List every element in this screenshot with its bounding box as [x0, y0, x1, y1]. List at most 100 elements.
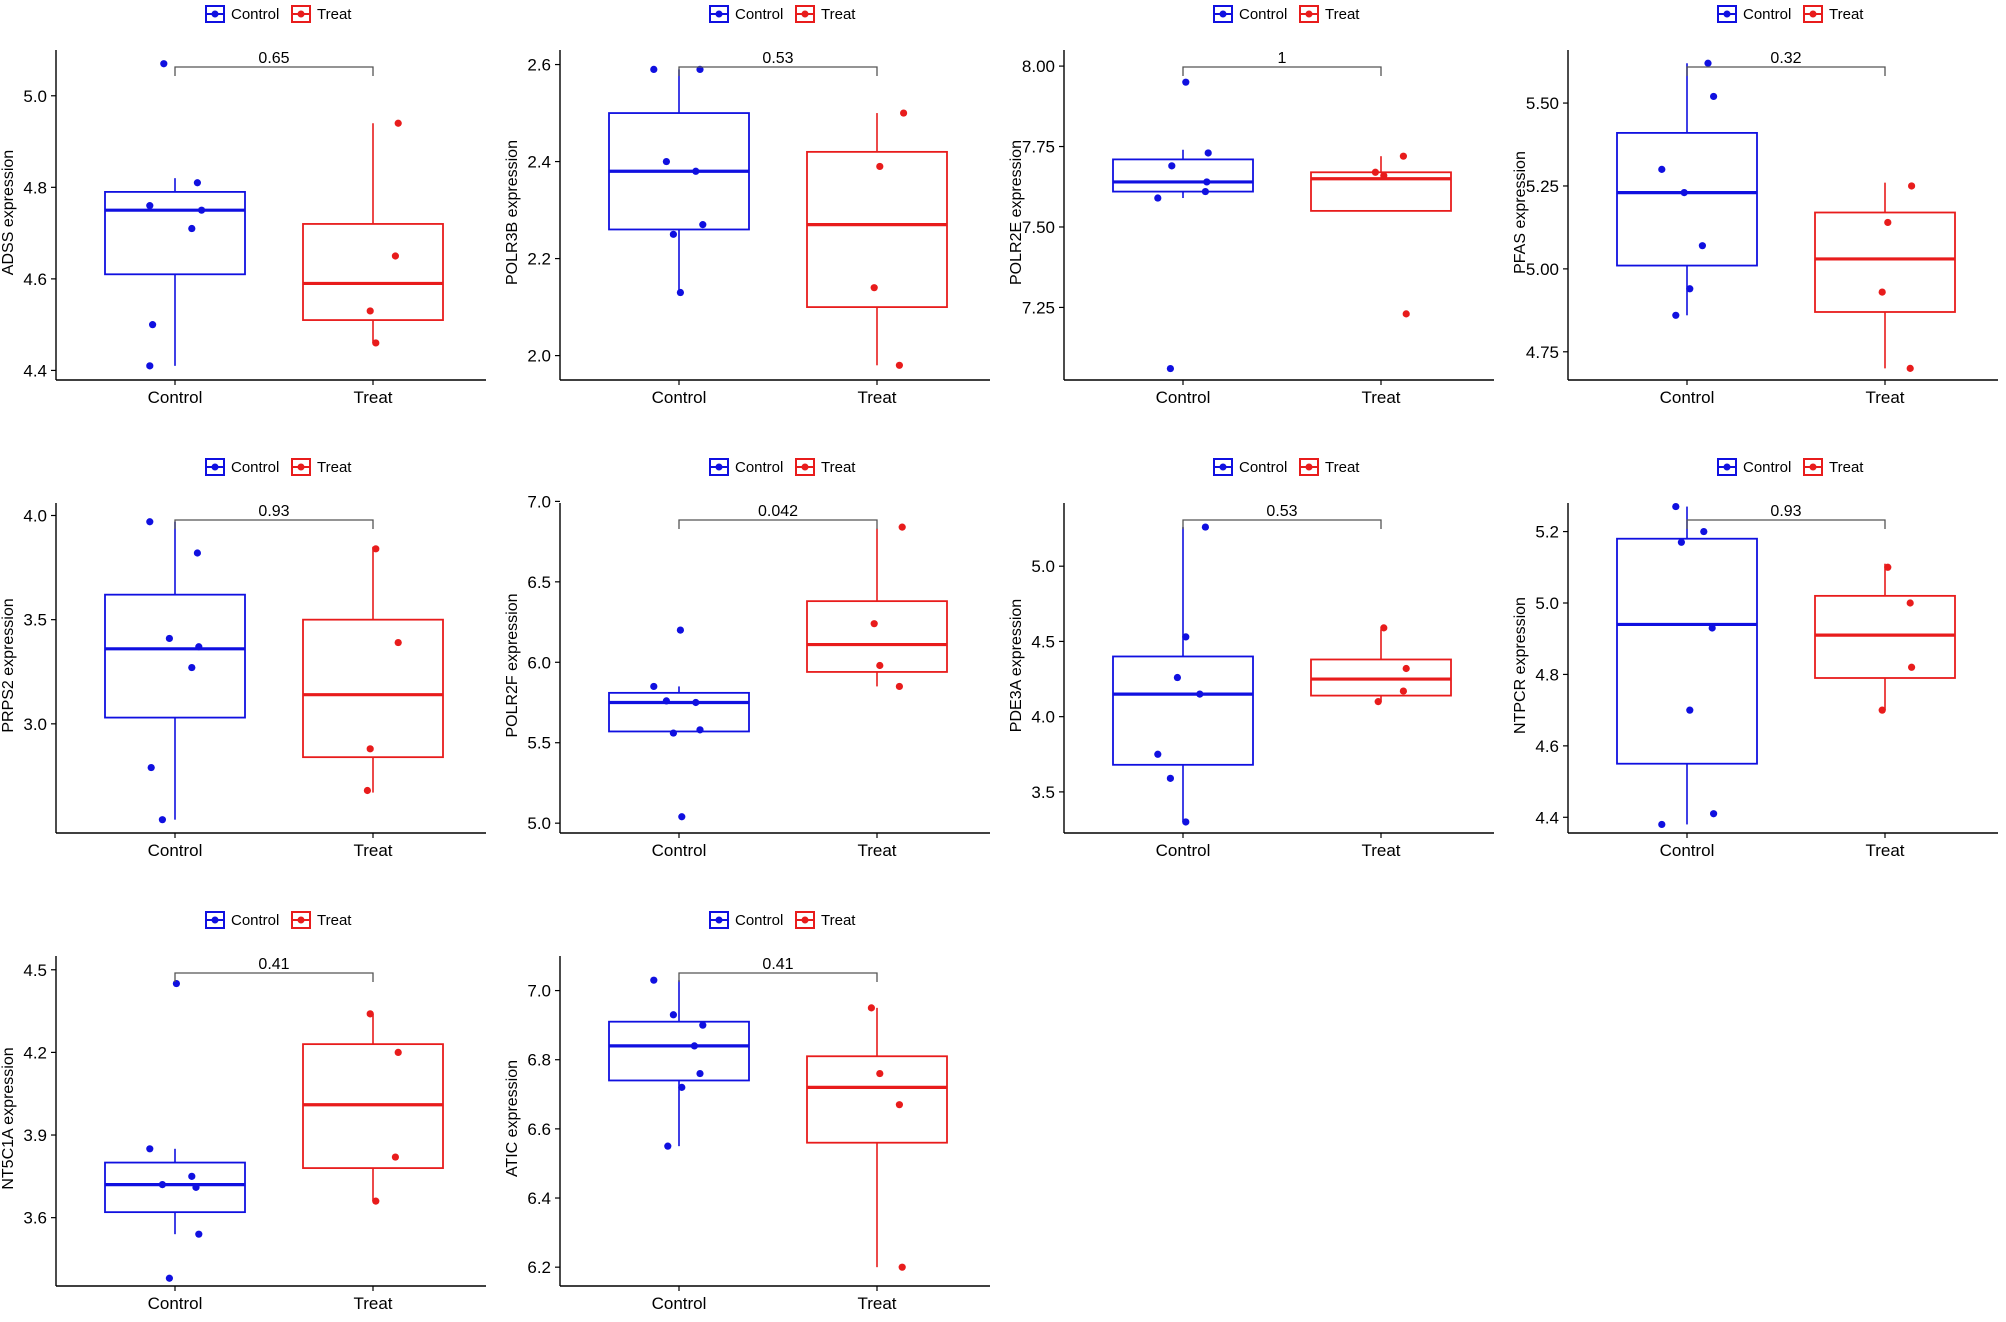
data-point: [1906, 364, 1914, 372]
legend-label-control: Control: [231, 6, 279, 23]
panel-prps2: Control Treat 3.0 3.5 4.0 PRPS2 expression Con…: [0, 458, 486, 860]
legend-key-dot: [715, 10, 723, 18]
p-value-label: 0.93: [1770, 503, 1801, 520]
legend-label-treat: Treat: [821, 459, 856, 476]
legend: Control Treat: [709, 911, 856, 929]
data-point: [165, 1274, 173, 1282]
data-point: [394, 638, 402, 647]
box-treat: [302, 1010, 444, 1205]
y-tick-label: 6.8: [527, 1051, 551, 1070]
data-point: [1884, 218, 1892, 227]
data-point: [876, 661, 884, 670]
box-iqr: [1310, 171, 1452, 212]
data-point: [1371, 168, 1379, 176]
box-iqr: [302, 223, 444, 321]
legend-key-dot: [715, 463, 723, 471]
data-point: [394, 1048, 402, 1056]
box-treat: [1310, 624, 1452, 706]
data-point: [662, 157, 671, 166]
box-iqr: [608, 691, 750, 733]
box-treat: [806, 109, 948, 369]
box-iqr: [302, 618, 444, 759]
data-point: [1402, 310, 1410, 318]
x-tick-label-treat: Treat: [353, 388, 392, 407]
y-tick-label: 5.0: [527, 814, 551, 833]
data-point: [1182, 818, 1190, 826]
box-iqr: [806, 600, 948, 673]
p-value-label: 0.042: [758, 503, 798, 520]
data-point: [1173, 673, 1181, 682]
data-point: [662, 697, 671, 705]
box-iqr: [1814, 594, 1956, 679]
legend-label-treat: Treat: [317, 912, 352, 929]
data-point: [1168, 162, 1176, 170]
data-point: [1201, 523, 1209, 531]
data-point: [650, 65, 658, 74]
significance-bracket: 0.41: [678, 956, 878, 982]
x-tick-label-treat: Treat: [1865, 388, 1904, 407]
data-point: [895, 361, 904, 369]
x-tick-label-treat: Treat: [1361, 841, 1400, 860]
data-point: [699, 1021, 707, 1029]
data-point: [870, 620, 878, 628]
y-tick-label: 4.6: [1535, 737, 1559, 756]
box-iqr: [104, 593, 246, 719]
data-point: [160, 60, 168, 68]
legend-key-dot: [1219, 463, 1227, 471]
significance-bracket: 0.53: [678, 50, 878, 76]
data-point: [690, 1042, 699, 1050]
p-value-label: 0.93: [258, 503, 289, 520]
legend: Control Treat: [205, 5, 352, 23]
data-point: [149, 321, 157, 329]
y-tick-label: 5.0: [23, 87, 47, 106]
x-tick-label-control: Control: [1156, 841, 1211, 860]
box-treat: [806, 523, 948, 691]
y-tick-label: 3.6: [23, 1209, 47, 1228]
data-point: [1698, 242, 1706, 250]
legend-key-dot: [1305, 463, 1313, 471]
data-point: [193, 179, 201, 187]
y-tick-label: 2.0: [527, 347, 551, 366]
data-point: [391, 252, 399, 260]
data-point: [1710, 92, 1718, 101]
data-point: [1402, 664, 1410, 673]
p-value-label: 0.32: [1770, 50, 1801, 67]
y-axis-label: PRPS2 expression: [0, 598, 17, 732]
panel-pfas: Control Treat 4.75 5.00 5.25 5.50 PFAS express…: [1512, 5, 1998, 407]
data-point: [1908, 663, 1916, 671]
bracket-line: [678, 972, 878, 982]
data-point: [669, 729, 678, 737]
data-point: [146, 202, 154, 210]
data-point: [900, 109, 908, 117]
bracket-line: [1686, 66, 1886, 76]
box-treat: [1310, 152, 1452, 318]
data-point: [1182, 78, 1190, 86]
y-axis-label: NT5C1A expression: [0, 1047, 17, 1189]
data-point: [1380, 171, 1388, 180]
y-tick-label: 4.8: [23, 178, 47, 197]
data-point: [1677, 538, 1685, 546]
data-point: [895, 1101, 904, 1109]
data-point: [870, 284, 878, 292]
box-control: [1112, 523, 1254, 826]
bracket-line: [174, 972, 374, 982]
legend-label-control: Control: [231, 459, 279, 476]
data-point: [158, 816, 166, 824]
panel-polr2f: Control Treat 5.0 5.5 6.0 6.5 7.0 POLR2F expres…: [504, 458, 990, 860]
data-point: [1672, 311, 1680, 319]
x-tick-label-treat: Treat: [353, 841, 392, 860]
data-point: [895, 682, 904, 691]
legend-label-treat: Treat: [317, 6, 352, 23]
p-value-label: 0.53: [1266, 503, 1297, 520]
y-tick-label: 3.5: [23, 611, 47, 630]
significance-bracket: 0.93: [1686, 503, 1886, 529]
y-tick-label: 4.4: [1535, 808, 1559, 827]
data-point: [1154, 750, 1162, 758]
significance-bracket: 0.042: [678, 503, 878, 529]
legend-label-control: Control: [735, 6, 783, 23]
legend-key-dot: [297, 916, 305, 924]
y-axis-label: PFAS expression: [1512, 151, 1529, 274]
y-tick-label: 2.6: [527, 56, 551, 75]
y-tick-label: 5.0: [1535, 594, 1559, 613]
data-point: [146, 362, 154, 370]
